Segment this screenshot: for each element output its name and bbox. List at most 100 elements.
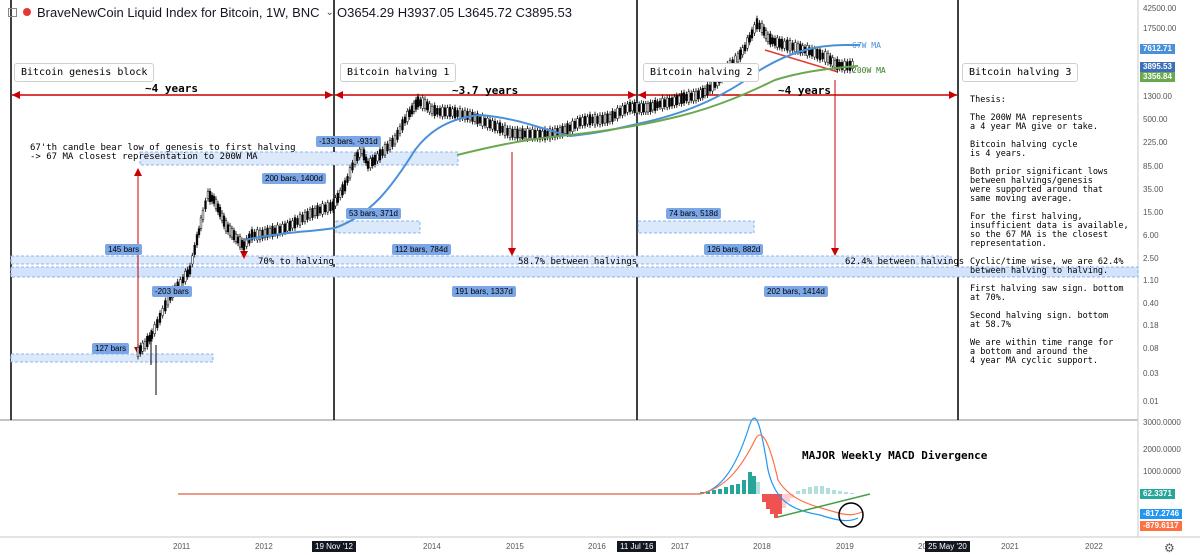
- candle-body: [308, 209, 312, 219]
- candle-body: [226, 224, 230, 233]
- candle-body: [769, 33, 772, 45]
- candle-body: [496, 123, 499, 131]
- candle-body: [626, 103, 629, 113]
- span-label-3: ~4 years: [778, 84, 831, 97]
- candle-body: [473, 114, 477, 122]
- candle-body: [498, 122, 502, 134]
- candle-body: [675, 95, 678, 106]
- candle-body: [503, 124, 507, 136]
- candle-body: [663, 99, 666, 107]
- candle-body: [164, 300, 167, 312]
- macd-histogram-bar: [790, 494, 794, 498]
- macd-axis-current-label: -879.6117: [1140, 521, 1182, 531]
- candle-body: [341, 184, 344, 196]
- candle-body: [750, 29, 754, 39]
- macd-histogram-bar: [762, 494, 766, 502]
- candle-body: [186, 269, 189, 278]
- macd-line: [178, 417, 859, 522]
- macd-axis-current-label: -817.2746: [1140, 509, 1183, 519]
- time-axis-label: 2014: [423, 542, 441, 551]
- candle-body: [628, 101, 632, 112]
- price-candles: [136, 15, 854, 395]
- candle-body: [281, 223, 284, 234]
- candle-body: [511, 128, 514, 138]
- range-band-pct: [10, 255, 952, 265]
- candle-body: [711, 80, 714, 92]
- candle-body: [339, 190, 342, 198]
- ohlc-values: O3654.29 H3937.05 L3645.72 C3895.53: [337, 5, 572, 20]
- candle-body: [458, 108, 462, 120]
- candle-body: [764, 30, 768, 39]
- candle-body: [188, 265, 192, 275]
- candle-body: [821, 52, 824, 60]
- macd-histogram-bar: [820, 486, 824, 494]
- candle-body: [526, 128, 529, 140]
- candle-body: [791, 42, 794, 51]
- candle-body: [762, 26, 766, 36]
- candle-body: [184, 271, 187, 282]
- candle-body: [548, 128, 552, 140]
- candle-body: [371, 157, 374, 166]
- divergence-circle: [838, 502, 864, 528]
- candle-body: [808, 47, 811, 56]
- chart-title[interactable]: BraveNewCoin Liquid Index for Bitcoin, 1…: [37, 4, 320, 20]
- macd-axis-label: 2000.0000: [1143, 445, 1181, 454]
- candle-body: [596, 116, 599, 124]
- candle-body: [356, 152, 359, 161]
- candle-body: [161, 308, 164, 316]
- candle-body: [833, 60, 837, 68]
- candle-body: [598, 114, 602, 125]
- candle-body: [826, 52, 830, 63]
- candle-body: [831, 57, 834, 67]
- candle-body: [376, 153, 379, 162]
- chevron-down-icon[interactable]: ⌄: [325, 6, 334, 18]
- macd-histogram-bar: [826, 488, 830, 494]
- candle-body: [824, 51, 827, 63]
- candle-body: [491, 120, 494, 130]
- candle-body: [321, 203, 324, 215]
- arrow-head: [628, 91, 636, 99]
- macd-histogram-bar: [712, 490, 716, 494]
- candle-body: [649, 102, 652, 112]
- collapse-icon[interactable]: [8, 7, 17, 17]
- arrow-head: [325, 91, 333, 99]
- candle-body: [373, 154, 377, 165]
- time-axis-label: 2022: [1085, 542, 1103, 551]
- candle-body: [181, 276, 185, 284]
- candle-body: [210, 195, 214, 202]
- macd-pane: [178, 417, 871, 528]
- candle-body: [303, 211, 307, 222]
- candle-body: [318, 206, 322, 214]
- macd-histogram-bar: [796, 491, 800, 494]
- settings-gear-icon[interactable]: ⚙: [1164, 541, 1175, 555]
- candle-body: [588, 114, 592, 126]
- candle-body: [638, 104, 641, 112]
- candle-body: [739, 49, 742, 60]
- candle-body: [136, 346, 140, 357]
- note-67ma: 67'th candle bear low of genesis to firs…: [30, 143, 296, 162]
- span-label-2: ~3.7 years: [452, 84, 519, 97]
- event-label-halving-2: Bitcoin halving 2: [643, 63, 760, 82]
- candle-body: [508, 127, 512, 138]
- candle-body: [158, 312, 162, 323]
- candle-body: [301, 214, 304, 223]
- arrow-head: [134, 168, 142, 176]
- candle-body: [654, 99, 657, 111]
- time-axis-label: 2018: [753, 542, 771, 551]
- candle-body: [736, 53, 740, 63]
- candle-body: [608, 114, 612, 122]
- candle-body: [313, 208, 317, 216]
- candle-body: [771, 37, 774, 44]
- candle-body: [433, 105, 436, 116]
- candle-body: [568, 124, 572, 132]
- candle-body: [682, 92, 686, 104]
- candle-body: [578, 117, 582, 127]
- arrow-head: [335, 91, 343, 99]
- price-axis-current-label: 7612.71: [1140, 44, 1175, 54]
- candle-body: [191, 255, 194, 265]
- candle-body: [631, 103, 634, 112]
- price-axis-label: 0.01: [1143, 397, 1159, 406]
- macd-axis-label: 1000.0000: [1143, 467, 1181, 476]
- candle-body: [813, 48, 816, 58]
